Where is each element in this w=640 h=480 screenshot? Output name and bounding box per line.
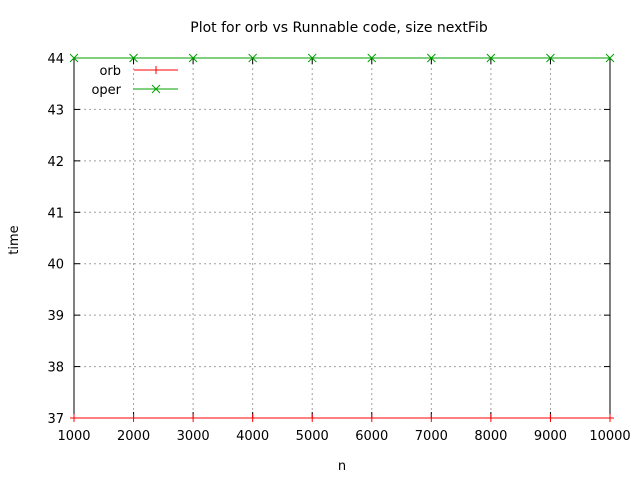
data-point-orb [606, 414, 614, 422]
x-tick-label: 10000 [589, 429, 630, 444]
data-point-orb [70, 414, 78, 422]
x-tick-label: 5000 [296, 429, 329, 444]
data-point-oper [605, 53, 615, 63]
data-point-oper [546, 53, 555, 63]
y-tick-label: 40 [47, 258, 64, 273]
data-point-orb [546, 414, 555, 422]
series-group [69, 53, 615, 422]
y-tick-label: 37 [47, 412, 64, 427]
data-point-orb [248, 414, 257, 422]
data-point-oper [486, 53, 496, 63]
data-point-orb [367, 414, 376, 422]
x-tick-label: 6000 [355, 429, 388, 444]
y-tick-label: 44 [47, 52, 64, 67]
legend-label-oper: oper [91, 83, 121, 98]
y-tick-label: 43 [47, 103, 64, 118]
data-point-oper [307, 53, 317, 63]
grid [74, 58, 610, 418]
x-tick-label: 3000 [177, 429, 210, 444]
data-point-orb [129, 414, 138, 422]
x-tick-label: 2000 [117, 429, 150, 444]
data-point-oper [188, 53, 198, 63]
plot-frame [73, 57, 611, 419]
x-tick-label: 9000 [534, 429, 567, 444]
y-axis-label: time [7, 225, 22, 254]
legend-marker-oper [151, 84, 161, 94]
y-tick-label: 38 [47, 361, 64, 376]
x-tick-label: 7000 [415, 429, 448, 444]
data-point-orb [189, 414, 198, 422]
data-point-oper [248, 53, 258, 63]
x-tick-label: 1000 [57, 429, 90, 444]
ticks: 1000 2000 3000 4000 5000 6000 7000 8000 9000 1000… [47, 52, 630, 444]
chart-title: Plot for orb vs Runnable code, size next… [190, 20, 488, 36]
x-tick-label: 8000 [474, 429, 507, 444]
legend-marker-orb [152, 66, 160, 74]
x-axis-label: n [338, 459, 346, 474]
data-point-oper [129, 53, 138, 63]
data-point-oper [69, 53, 79, 63]
y-tick-label: 41 [47, 206, 64, 221]
legend-label-orb: orb [99, 64, 121, 79]
data-point-oper [367, 53, 377, 63]
data-point-oper [426, 53, 436, 63]
data-point-orb [427, 414, 436, 422]
y-tick-label: 39 [47, 309, 64, 324]
data-point-orb [308, 414, 317, 422]
x-tick-label: 4000 [236, 429, 269, 444]
data-point-orb [486, 414, 495, 422]
y-tick-label: 42 [47, 155, 64, 170]
legend: orb oper [91, 64, 178, 98]
